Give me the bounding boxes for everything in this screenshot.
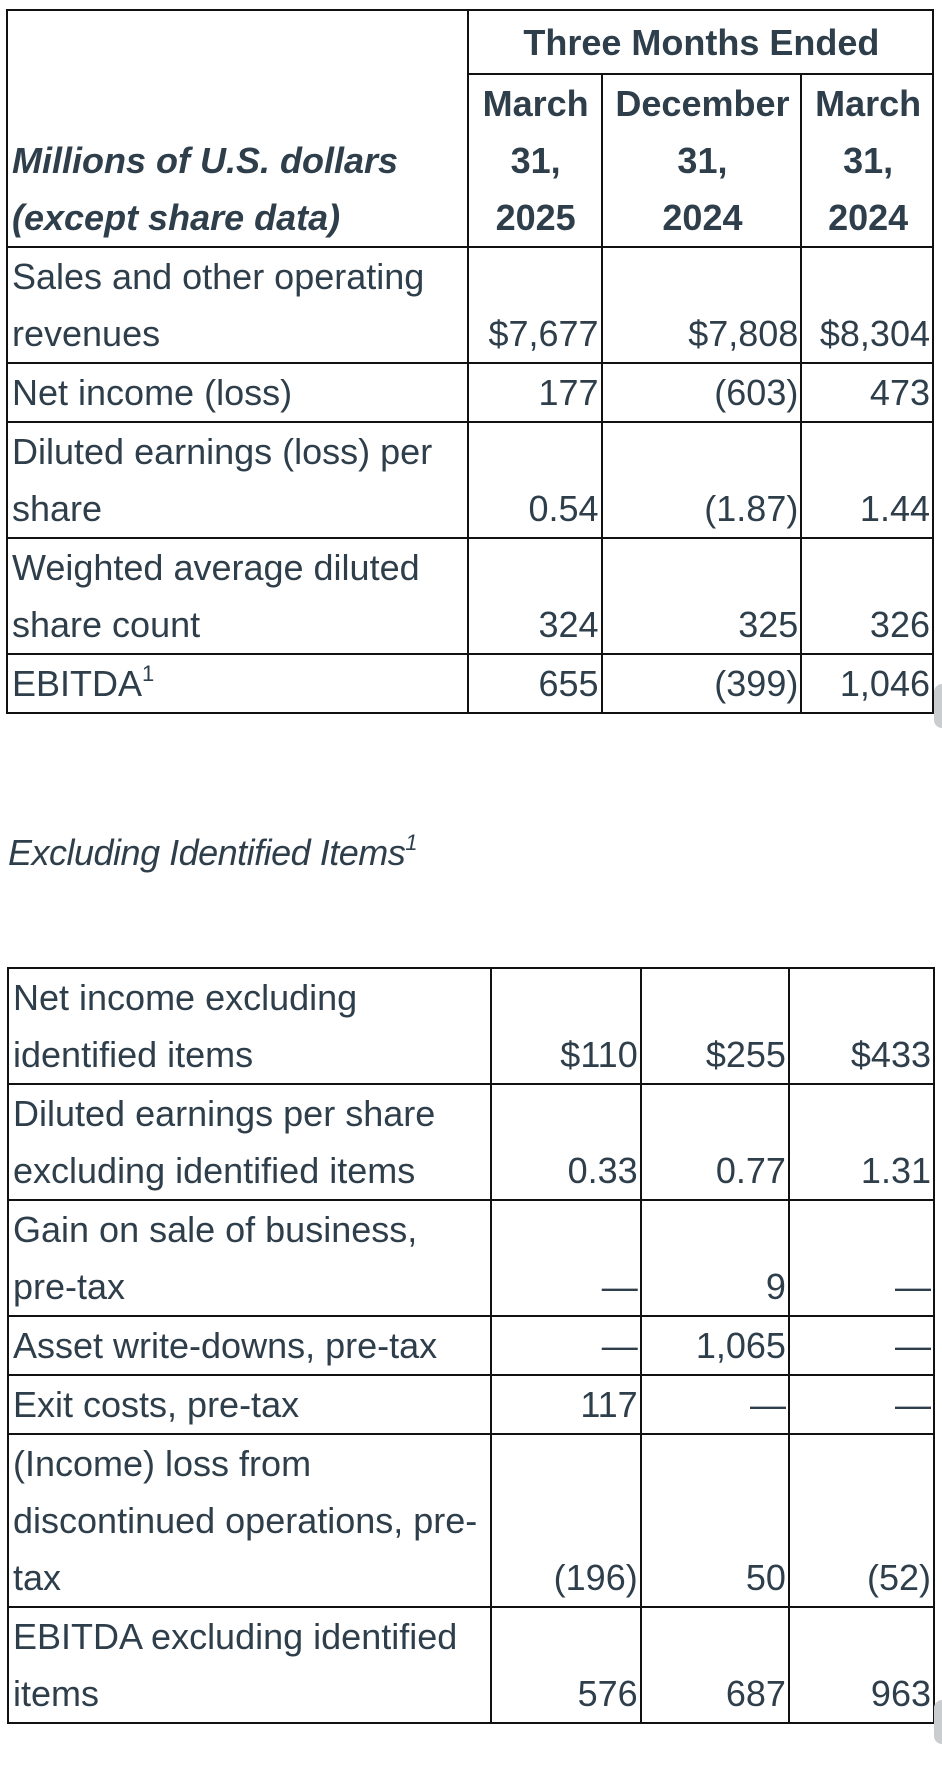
cell-value: $8,304 (800, 246, 934, 364)
scroll-handle[interactable] (934, 684, 942, 728)
column-header-year: 2025 (495, 197, 576, 238)
cell-value: 324 (466, 537, 603, 655)
cell-value: 0.33 (490, 1083, 642, 1201)
cell-value: 655 (466, 653, 603, 714)
footnote-marker: 1 (405, 830, 417, 855)
cell-value: 687 (639, 1606, 790, 1724)
table-row: Diluted earnings per share excluding ide… (6, 1083, 936, 1201)
table-row: Exit costs, pre-tax 117 — — (6, 1374, 936, 1435)
cell-value: $7,808 (600, 246, 803, 364)
column-header-year: 2024 (828, 197, 909, 238)
table-row: Sales and other operating revenues $7,67… (6, 246, 934, 364)
table-row: Net income (loss) 177 (603) 473 (6, 362, 934, 423)
cell-value: — (490, 1199, 642, 1317)
cell-value: 963 (787, 1606, 936, 1724)
row-label: EBITDA excluding identified items (6, 1606, 493, 1724)
cell-value: 117 (490, 1374, 642, 1435)
identified-items-table: Net income excluding identified items $1… (6, 967, 936, 1724)
summary-table: Three Months Ended Millions of U.S. doll… (6, 9, 935, 714)
column-header-month: March (815, 83, 922, 124)
cell-value: (52) (787, 1433, 936, 1608)
ebitda-label: EBITDA (12, 663, 143, 704)
table-row: Gain on sale of business, pre-tax — 9 — (6, 1199, 936, 1317)
cell-value: — (490, 1315, 642, 1376)
table-row: Diluted earnings (loss) per share 0.54 (… (6, 421, 934, 539)
table-row: Net income excluding identified items $1… (6, 967, 936, 1085)
cell-value: 0.54 (466, 421, 603, 539)
row-label: Exit costs, pre-tax (6, 1374, 493, 1435)
cell-value: 0.77 (639, 1083, 790, 1201)
section-heading-text: Excluding Identified Items (8, 832, 406, 873)
column-header-month: December (615, 83, 790, 124)
row-label: Net income (loss) (6, 362, 469, 423)
cell-value: 177 (466, 362, 603, 423)
column-header-year: 2024 (662, 197, 743, 238)
cell-value: $110 (490, 967, 642, 1085)
cell-value: 1,046 (800, 653, 934, 714)
row-label: Net income excluding identified items (6, 967, 493, 1085)
column-header-day: 31, (677, 140, 728, 181)
row-label: (Income) loss from discontinued operatio… (6, 1433, 493, 1608)
cell-value: 9 (639, 1199, 790, 1317)
cell-value: — (639, 1374, 790, 1435)
cell-value: 50 (639, 1433, 790, 1608)
units-line2: (except share data) (12, 197, 341, 238)
cell-value: 1.31 (787, 1083, 936, 1201)
table-row-ebitda: EBITDA1 655 (399) 1,046 (6, 653, 934, 714)
column-header-q1-2024: March 31, 2024 (800, 73, 934, 248)
cell-value: 473 (800, 362, 934, 423)
row-label: Sales and other operating revenues (6, 246, 469, 364)
units-header: Millions of U.S. dollars (except share d… (6, 74, 469, 248)
cell-value: — (787, 1199, 936, 1317)
table-row: Weighted average diluted share count 324… (6, 537, 934, 655)
column-header-q4-2024: December 31, 2024 (600, 73, 803, 248)
column-header-q1-2025: March 31, 2025 (466, 73, 603, 248)
table-row: EBITDA excluding identified items 576 68… (6, 1606, 936, 1724)
cell-value: $7,677 (466, 246, 603, 364)
units-line1: Millions of U.S. dollars (12, 140, 399, 181)
cell-value: 576 (490, 1606, 642, 1724)
column-header-day: 31, (843, 140, 894, 181)
header-blank-cell (6, 9, 469, 74)
cell-value: 325 (600, 537, 803, 655)
row-label: Diluted earnings (loss) per share (6, 421, 469, 539)
scroll-handle[interactable] (934, 1700, 942, 1744)
cell-value: $255 (639, 967, 790, 1085)
cell-value: 1.44 (800, 421, 934, 539)
section-heading: Excluding Identified Items1 (8, 832, 417, 874)
cell-value: $433 (787, 967, 936, 1085)
column-header-day: 31, (510, 140, 561, 181)
cell-value: (196) (490, 1433, 642, 1608)
column-header-month: March (482, 83, 589, 124)
cell-value: — (787, 1315, 936, 1376)
cell-value: 1,065 (639, 1315, 790, 1376)
cell-value: (399) (600, 653, 803, 714)
row-label: Diluted earnings per share excluding ide… (6, 1083, 493, 1201)
row-label: Weighted average diluted share count (6, 537, 469, 655)
cell-value: — (787, 1374, 936, 1435)
row-label: Asset write-downs, pre-tax (6, 1315, 493, 1376)
row-label: Gain on sale of business, pre-tax (6, 1199, 493, 1317)
cell-value: (1.87) (600, 421, 803, 539)
row-label: EBITDA1 (6, 653, 469, 714)
table-row: (Income) loss from discontinued operatio… (6, 1433, 936, 1608)
table-row: Asset write-downs, pre-tax — 1,065 — (6, 1315, 936, 1376)
cell-value: 326 (800, 537, 934, 655)
cell-value: (603) (600, 362, 803, 423)
period-header: Three Months Ended (466, 9, 935, 75)
footnote-marker: 1 (142, 661, 155, 686)
